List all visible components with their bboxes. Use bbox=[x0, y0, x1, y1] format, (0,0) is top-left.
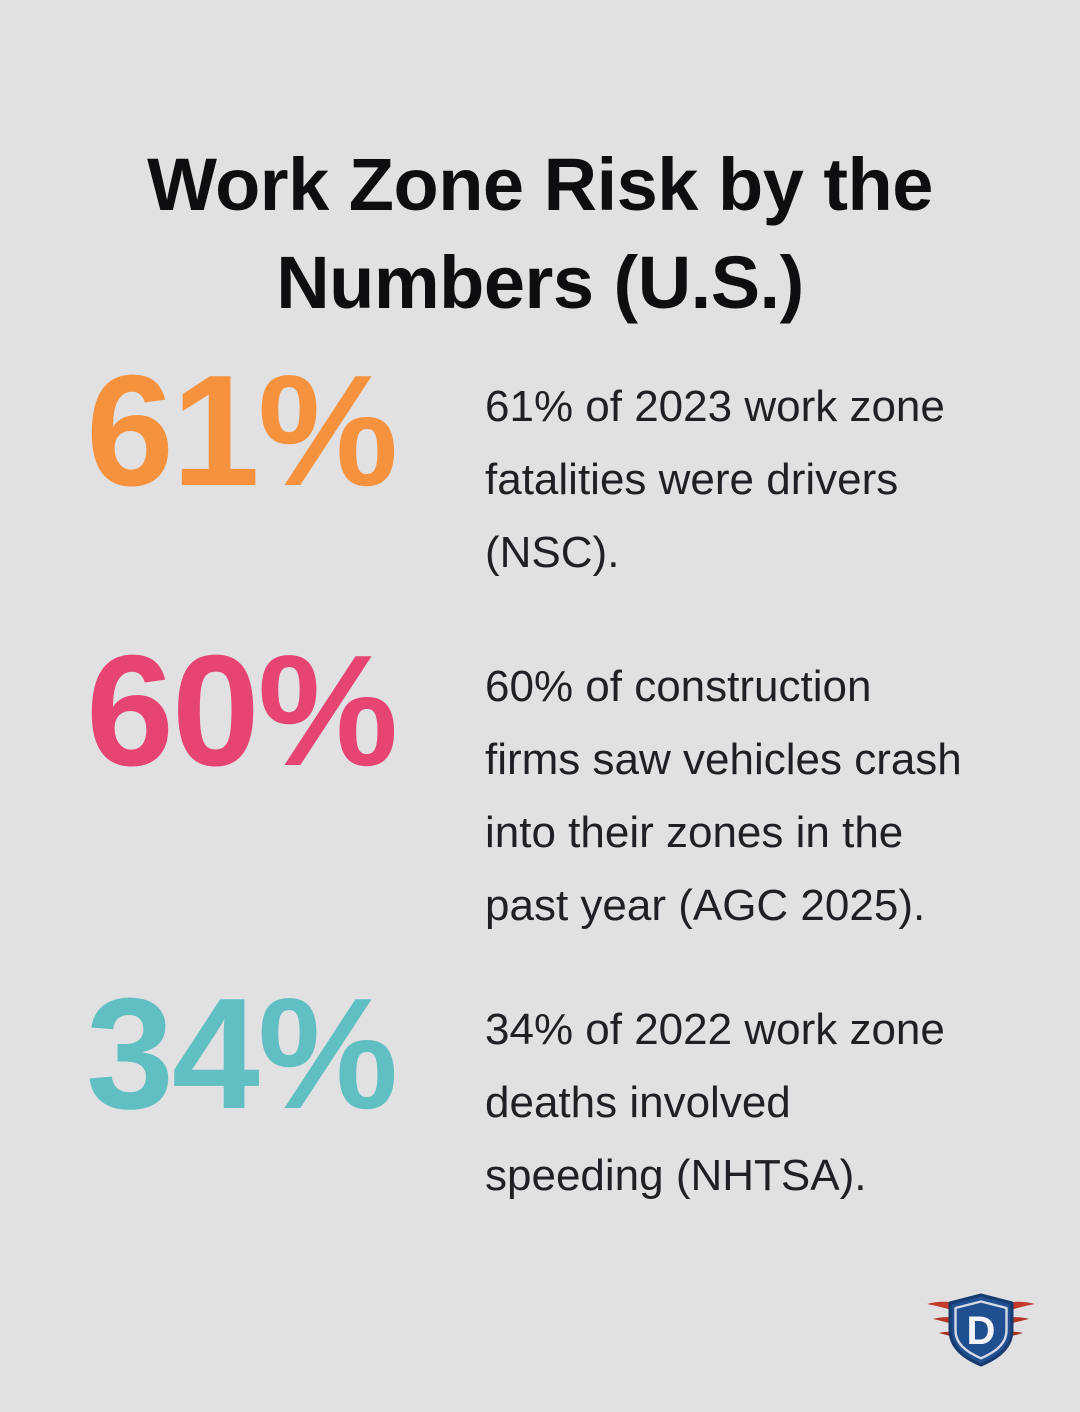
stat-value-60: 60% bbox=[86, 623, 398, 799]
stat-row-speeding: 34% 34% of 2022 work zone deaths involved… bbox=[86, 975, 1020, 1212]
brand-logo: D bbox=[925, 1292, 1037, 1367]
stat-row-drivers: 61% 61% of 2023 work zone fatalities were… bbox=[86, 352, 1020, 589]
stat-description-drivers: 61% of 2023 work zone fatalities were dri… bbox=[485, 382, 945, 577]
page-title: Work Zone Risk by the Numbers (U.S.) bbox=[147, 142, 933, 324]
shield-icon: D bbox=[948, 1293, 1014, 1367]
stat-description-construction-firms: 60% of construction firms saw vehicles cr… bbox=[485, 662, 962, 930]
stat-description-speeding: 34% of 2022 work zone deaths involved spee… bbox=[485, 1005, 945, 1200]
shield-wings-logo-icon: D bbox=[927, 1293, 1035, 1367]
stat-row-construction-firms: 60% 60% of construction firms saw vehicle… bbox=[86, 632, 1020, 942]
stat-value-34: 34% bbox=[86, 966, 398, 1142]
logo-letter: D bbox=[967, 1309, 996, 1353]
stat-value-61: 61% bbox=[86, 343, 398, 519]
